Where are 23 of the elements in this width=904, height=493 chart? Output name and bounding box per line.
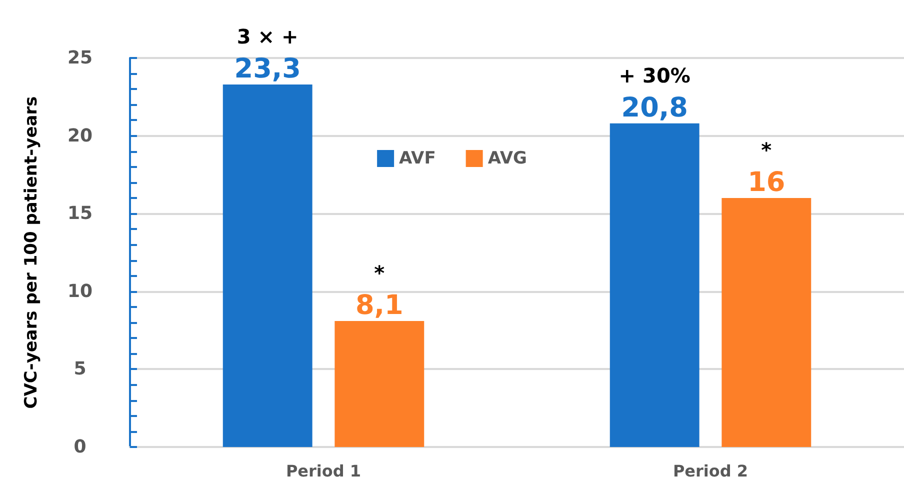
y-tick-label: 0 (74, 436, 86, 458)
legend-label: AVF (399, 148, 436, 168)
annotation: * (374, 260, 386, 285)
annotation: * (761, 138, 772, 162)
x-tick-label: Period 1 (286, 462, 362, 480)
y-tick-label: 20 (67, 125, 93, 146)
y-tick-label: 5 (74, 358, 86, 380)
legend-label: AVG (488, 148, 527, 168)
data-label: 20,8 (621, 92, 688, 124)
bar (222, 84, 312, 447)
y-tick-label: 10 (67, 280, 93, 302)
data-label: 23,3 (234, 53, 301, 84)
text: 3 × + (236, 24, 298, 48)
annotation: + 30% (618, 63, 690, 88)
data-label: 8,1 (355, 290, 404, 321)
bar (334, 320, 424, 447)
x-tick-label: Period 2 (672, 462, 748, 480)
y-tick-label: 25 (67, 48, 93, 68)
y-axis-title: CVC-years per 100 patient-years (22, 96, 42, 409)
data-label: 16 (748, 167, 786, 198)
bar (610, 123, 700, 447)
y-tick-label: 15 (67, 203, 93, 224)
bar (722, 198, 812, 447)
